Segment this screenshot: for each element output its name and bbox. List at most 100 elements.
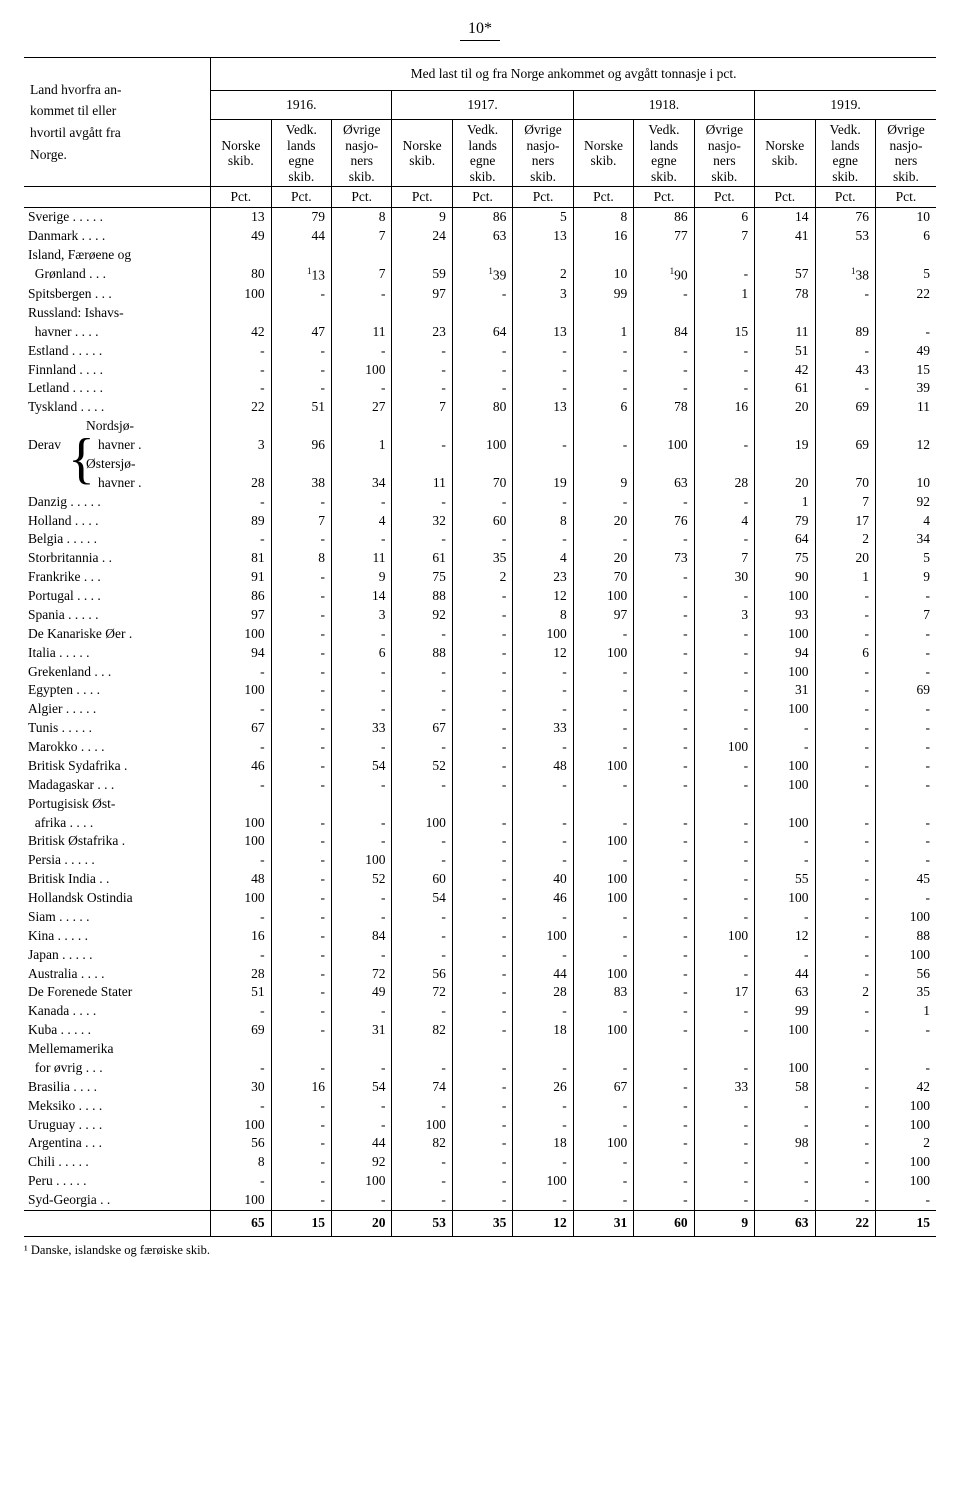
cell: 92 [392, 606, 452, 625]
cell: 15 [694, 323, 754, 342]
cell: - [634, 738, 694, 757]
cell: - [755, 832, 815, 851]
cell [573, 795, 633, 814]
cell: - [452, 757, 512, 776]
cell [211, 417, 271, 436]
cell: 7 [332, 265, 392, 285]
cell: - [452, 663, 512, 682]
cell: 20 [573, 549, 633, 568]
cell: - [634, 776, 694, 795]
cell: - [634, 625, 694, 644]
cell: 100 [573, 644, 633, 663]
cell: - [573, 436, 633, 455]
cell: 17 [694, 983, 754, 1002]
cell [694, 795, 754, 814]
row-label: Madagaskar . . . [24, 776, 211, 795]
cell: 4 [875, 512, 936, 531]
cell: - [694, 851, 754, 870]
cell: - [573, 1172, 633, 1191]
cell: - [573, 814, 633, 833]
table-row: Australia . . . .28-7256-44100--44-56 [24, 965, 936, 984]
cell: 100 [634, 436, 694, 455]
cell [211, 795, 271, 814]
table-row: havner .28383411701996328207010 [24, 474, 936, 493]
subhead: Norskeskib. [755, 120, 815, 187]
cell [634, 417, 694, 436]
cell: - [694, 908, 754, 927]
cell: 8 [332, 208, 392, 227]
row-label: Spitsbergen . . . [24, 285, 211, 304]
cell: 67 [211, 719, 271, 738]
cell: - [755, 851, 815, 870]
cell: 13 [513, 323, 573, 342]
cell: 100 [875, 1116, 936, 1135]
cell: - [211, 361, 271, 380]
cell: 8 [573, 208, 633, 227]
cell: - [634, 1153, 694, 1172]
cell: 8 [271, 549, 331, 568]
cell: 24 [392, 227, 452, 246]
table-row: Russland: Ishavs- [24, 304, 936, 323]
cell: 100 [755, 625, 815, 644]
cell: - [815, 606, 875, 625]
row-label: Østersjø- [24, 455, 211, 474]
cell: 100 [573, 965, 633, 984]
cell: - [694, 644, 754, 663]
cell: 54 [332, 757, 392, 776]
table-row: Tyskland . . . .2251277801367816206911 [24, 398, 936, 417]
cell: - [513, 663, 573, 682]
cell: 100 [332, 851, 392, 870]
cell [815, 304, 875, 323]
cell: - [634, 908, 694, 927]
row-header-title: Land hvorfra an- kommet til eller hvorti… [24, 58, 211, 187]
cell: 99 [755, 1002, 815, 1021]
cell: 40 [513, 870, 573, 889]
cell: - [513, 493, 573, 512]
cell [513, 246, 573, 265]
cell: - [211, 379, 271, 398]
cell: 75 [755, 549, 815, 568]
cell [815, 1040, 875, 1059]
cell: - [815, 851, 875, 870]
cell [392, 304, 452, 323]
cell: 81 [211, 549, 271, 568]
cell: - [573, 1191, 633, 1210]
cell: 70 [573, 568, 633, 587]
cell: - [392, 1153, 452, 1172]
cell: 8 [211, 1153, 271, 1172]
cell: 100 [211, 889, 271, 908]
cell [875, 1040, 936, 1059]
row-label: Holland . . . . [24, 512, 211, 531]
cell: - [392, 663, 452, 682]
cell: 84 [634, 323, 694, 342]
cell: - [694, 436, 754, 455]
cell: - [875, 776, 936, 795]
cell [875, 455, 936, 474]
cell: - [694, 1097, 754, 1116]
subhead: Vedk.landsegneskib. [815, 120, 875, 187]
cell: 61 [392, 549, 452, 568]
cell: - [875, 851, 936, 870]
row-label: Spania . . . . . [24, 606, 211, 625]
cell: 100 [875, 946, 936, 965]
cell: 16 [573, 227, 633, 246]
cell: - [271, 946, 331, 965]
cell: - [573, 663, 633, 682]
cell: - [392, 681, 452, 700]
cell: - [452, 889, 512, 908]
cell [634, 304, 694, 323]
cell: - [815, 889, 875, 908]
cell: - [452, 870, 512, 889]
row-label: Italia . . . . . [24, 644, 211, 663]
cell: 100 [513, 625, 573, 644]
table-row: Syd-Georgia . .100----------- [24, 1191, 936, 1210]
row-label: Portugal . . . . [24, 587, 211, 606]
cell: - [634, 285, 694, 304]
cell: - [271, 1116, 331, 1135]
cell: 61 [755, 379, 815, 398]
cell: - [513, 832, 573, 851]
cell: 100 [573, 757, 633, 776]
cell: 86 [452, 208, 512, 227]
cell: - [573, 927, 633, 946]
cell: - [392, 927, 452, 946]
